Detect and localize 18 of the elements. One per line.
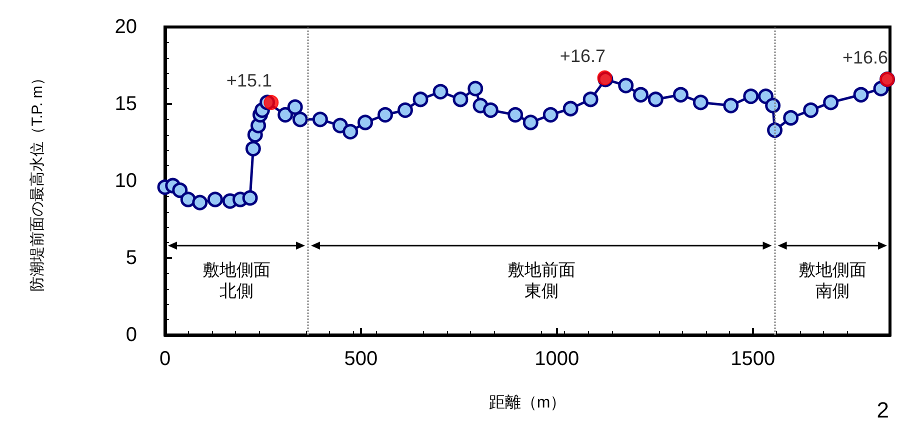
y-tick-label: 20 [114,16,137,38]
x-tick-label: 1000 [534,348,580,370]
x-tick-label: 1500 [730,348,776,370]
annotation: 敷地側面南側 [798,260,866,301]
text: 2 [876,398,890,422]
annotation: 敷地側面北側 [202,260,271,301]
annotation: +16.7 [560,46,606,66]
y-tick-label: 0 [126,324,137,346]
y-tick-label: 15 [114,93,137,115]
y-tick-label: 5 [126,247,137,269]
annotation: 敷地前面東側 [507,260,576,301]
x-axis-title: 距離（m） [488,394,566,412]
x-tick-label: 500 [344,348,378,370]
annotation: +16.6 [842,47,888,68]
x-tick-label: 0 [159,348,171,370]
y-axis-title: 防潮堤前面の最高水位（T.P. m） [29,70,46,292]
y-tick-label: 10 [114,170,137,192]
annotation: +15.1 [226,70,272,90]
